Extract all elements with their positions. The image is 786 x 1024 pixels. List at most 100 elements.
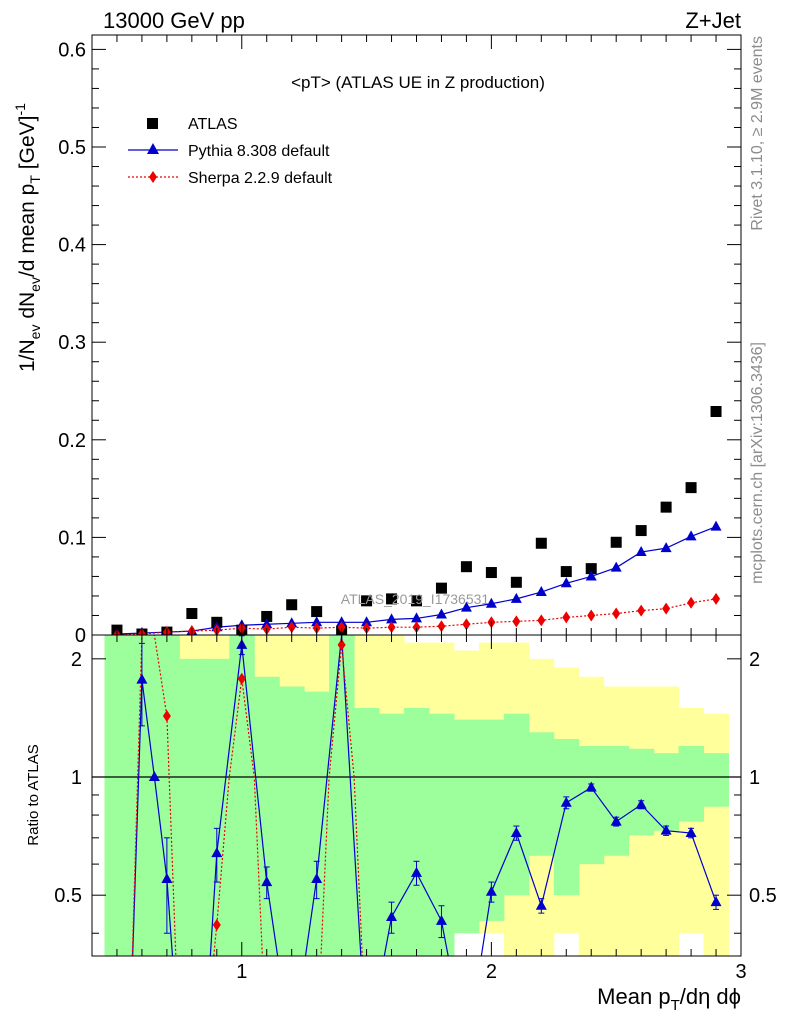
y-tick-label: 0.5 [58,137,86,159]
sherpa-point [687,596,696,609]
sherpa-point [587,609,596,622]
pythia-point [361,616,373,627]
atlas-point [535,537,547,549]
green-band-bin [379,713,405,956]
legend-label-atlas: ATLAS [188,116,238,133]
svg-text:1/Nev dNev/d mean pT [GeV]-1: 1/Nev dNev/d mean pT [GeV]-1 [12,103,43,372]
legend-marker-sherpa [149,171,157,183]
sherpa-point [512,615,521,628]
green-band-bin [329,635,355,956]
legend-label-sherpa: Sherpa 2.2.9 default [188,170,333,187]
sherpa-point [337,621,346,634]
svg-text:Mean pT/dη dϕ: Mean pT/dη dϕ [597,984,741,1014]
atlas-point [660,501,672,513]
atlas-point [510,576,522,588]
y-tick-label: 0.6 [58,39,86,61]
green-band-bin [204,658,230,956]
sherpa-point [462,618,471,631]
atlas-point [361,595,373,607]
pythia-point [685,530,697,541]
atlas-point [386,593,398,605]
green-band-bin [503,713,530,896]
green-band-bin [279,686,305,956]
pythia-point [460,601,472,612]
pythia-point [485,597,497,608]
sherpa-point [387,621,396,634]
ratio-y-tick-label: 0.5 [54,885,82,907]
pythia-ratio-point [535,899,547,910]
atlas-point [485,567,497,579]
pythia-ratio-point [136,673,148,684]
x-axis-label: Mean pT/dη dϕ [597,984,741,1014]
sherpa-point [537,614,546,627]
pythia-point [635,546,647,557]
ratio-y-tick-label: 2 [71,649,82,671]
pythia-ratio-point [386,910,398,921]
atlas-point [261,610,273,622]
mcplots-label: mcplots.cern.ch [arXiv:1306.3436] [749,342,766,584]
sherpa-point [637,604,646,617]
green-band-bin [603,745,630,856]
pythia-point [435,608,447,619]
pythia-ratio-point [660,824,672,835]
pythia-point [510,592,522,603]
green-band-bin [304,691,330,956]
atlas-point [186,608,198,620]
pythia-ratio-point [311,872,323,883]
green-band-bin [528,732,555,856]
plot-title: <pT> (ATLAS UE in Z production) [291,73,545,92]
pythia-ratio-point [211,847,223,858]
pythia-ratio-point [560,796,572,807]
pythia-point [660,542,672,553]
header-right: Z+Jet [685,8,741,33]
atlas-point [585,563,597,575]
y-tick-label: 0.2 [58,430,86,452]
legend-marker-atlas [147,118,158,129]
green-band-bin [104,635,130,956]
green-band-bin [653,753,680,831]
sherpa-point [437,620,446,633]
pythia-point [386,613,398,624]
green-band-bin [428,713,455,956]
pythia-point [411,612,422,623]
pythia-ratio-point [710,896,722,907]
pythia-ratio-point [485,885,497,896]
legend: ATLAS Pythia 8.308 default Sherpa 2.2.9 … [128,116,333,187]
pythia-point [560,577,572,588]
green-band-bin [354,707,380,956]
pythia-point [311,616,323,627]
ratio-y-tick-label: 1 [71,767,82,789]
pythia-ratio-point [635,798,647,809]
x-tick-label: 3 [735,961,746,983]
green-band-bin [179,658,205,956]
sherpa-point [412,621,421,634]
sherpa-point [612,607,621,620]
pythia-ratio-point [585,781,597,792]
atlas-point [560,566,572,578]
pythia-ratio-point [685,827,697,838]
rivet-label: Rivet 3.1.10, ≥ 2.9M events [749,36,766,231]
watermark: ATLAS_2019_I1736531 [341,591,490,607]
y-tick-label: 0 [75,625,86,647]
sherpa-ratio-point [162,710,171,723]
sherpa-ratio-line [131,635,363,956]
pythia-ratio-point [411,866,422,877]
green-band-bin [404,707,430,956]
x-tick-label: 2 [486,961,497,983]
y-tick-label: 0.3 [58,332,86,354]
pythia-ratio-point [148,771,160,782]
sherpa-ratio-point [337,638,346,651]
sherpa-ratio-point [237,672,246,685]
pythia-ratio-point [161,872,173,883]
green-band-bin [678,745,705,822]
green-band-bin [703,753,730,807]
atlas-point [685,482,697,494]
sherpa-point [287,621,296,634]
legend-marker-pythia [147,143,159,154]
ratio-y-tick-label-right: 0.5 [749,885,777,907]
y-axis-label: 1/Nev dNev/d mean pT [GeV]-1 [12,103,43,372]
pythia-point [535,586,547,597]
green-band-bin [254,676,280,956]
legend-label-pythia: Pythia 8.308 default [188,143,330,160]
